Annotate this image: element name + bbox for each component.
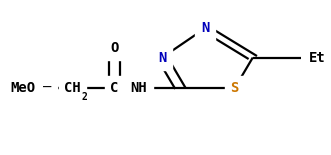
Text: 2: 2 xyxy=(82,92,88,102)
Text: MeO: MeO xyxy=(11,81,36,95)
Text: Et: Et xyxy=(309,51,326,64)
Text: NH: NH xyxy=(131,81,147,95)
Text: —: — xyxy=(43,81,52,95)
Text: S: S xyxy=(230,81,239,95)
Text: O: O xyxy=(110,41,118,55)
Text: C: C xyxy=(110,81,118,95)
Text: N: N xyxy=(158,51,166,64)
Text: CH: CH xyxy=(64,81,81,95)
Text: N: N xyxy=(201,21,209,35)
